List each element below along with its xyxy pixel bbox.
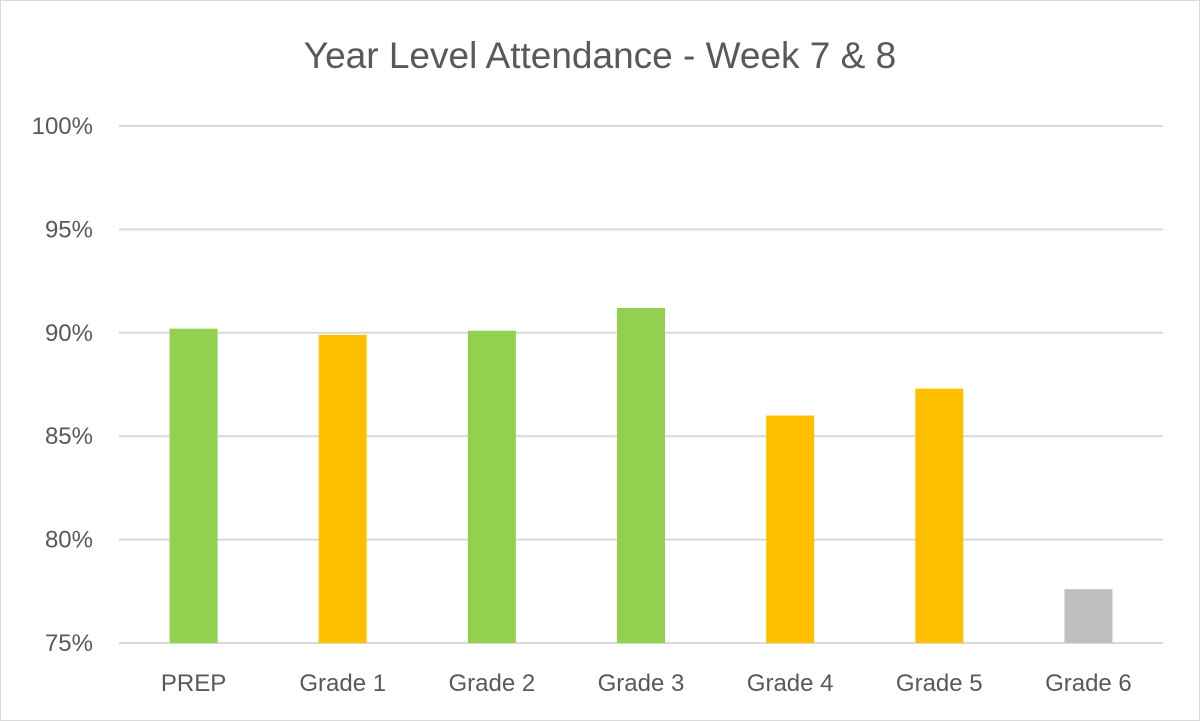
x-category-label: PREP (161, 670, 226, 697)
y-tick-label: 95% (45, 216, 93, 243)
chart-title: Year Level Attendance - Week 7 & 8 (303, 35, 897, 76)
bars (169, 307, 1113, 643)
x-category-label: Grade 2 (448, 670, 535, 697)
y-tick-label: 75% (45, 630, 93, 657)
x-category-label: Grade 4 (747, 670, 834, 697)
x-category-label: Grade 3 (598, 670, 685, 697)
bar-grade-5 (915, 388, 964, 643)
bar-grade-3 (617, 307, 665, 643)
y-tick-label: 85% (45, 423, 93, 450)
x-category-label: Grade 1 (299, 670, 386, 697)
y-axis-ticks: 75% 80% 85% 90% 95% 100% (32, 113, 93, 657)
y-tick-label: 90% (45, 320, 93, 347)
x-axis-labels: PREP Grade 1 Grade 2 Grade 3 Grade 4 Grade 5 G… (161, 670, 1132, 697)
bar-grade-4 (766, 415, 815, 643)
bar-grade-2 (467, 330, 516, 643)
y-tick-label: 100% (32, 113, 93, 140)
x-category-label: Grade 5 (896, 670, 983, 697)
bar-grade-6 (1064, 589, 1113, 643)
bar-grade-1 (318, 334, 367, 643)
bar-prep (169, 328, 218, 643)
y-tick-label: 80% (45, 527, 93, 554)
x-category-label: Grade 6 (1045, 670, 1132, 697)
